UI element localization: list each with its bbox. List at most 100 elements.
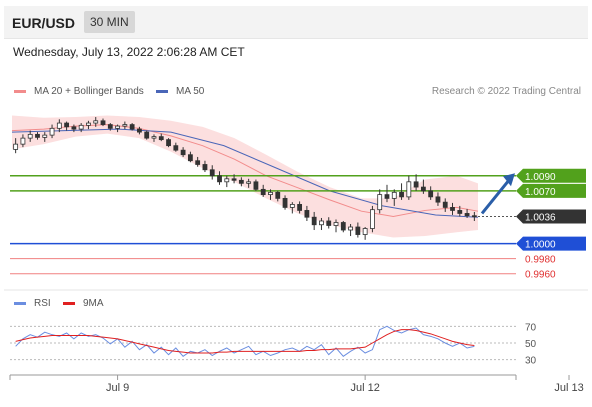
candle xyxy=(406,181,412,198)
candle xyxy=(122,124,128,127)
candle xyxy=(173,145,179,151)
candle xyxy=(224,178,230,183)
candle xyxy=(355,226,361,235)
candle xyxy=(420,186,426,192)
candle xyxy=(333,222,339,226)
legend-ma50-label: MA 50 xyxy=(176,86,205,97)
level-label-1.0090: 1.0090 xyxy=(525,172,556,183)
candle xyxy=(326,220,332,226)
candle xyxy=(180,149,186,156)
candle xyxy=(246,181,252,184)
candle xyxy=(202,164,208,171)
legend-rsi-label: RSI xyxy=(34,298,51,309)
candle xyxy=(71,126,77,130)
symbol-label: EUR/USD xyxy=(12,15,76,31)
candle xyxy=(151,136,157,139)
candle xyxy=(129,124,135,130)
candle xyxy=(268,191,273,196)
candle xyxy=(144,131,150,139)
rsi-tick-70: 70 xyxy=(525,322,537,333)
candle xyxy=(115,125,120,129)
candle xyxy=(42,134,48,138)
credit-text: Research © 2022 Trading Central xyxy=(432,86,581,97)
candle xyxy=(275,191,281,199)
level-label-0.9960: 0.9960 xyxy=(525,270,556,281)
legend-9ma-swatch xyxy=(63,302,75,305)
level-tag-1.0090 xyxy=(516,168,586,183)
candle xyxy=(195,160,201,165)
bollinger-band-fill xyxy=(12,115,478,238)
forecast-arrow-head xyxy=(503,173,515,187)
candle xyxy=(27,133,33,139)
time-tick-label: Jul 12 xyxy=(350,382,379,394)
candle xyxy=(464,213,470,217)
candle xyxy=(56,122,62,129)
rsi-9ma-line xyxy=(15,329,475,354)
candle xyxy=(86,122,91,126)
candle xyxy=(260,188,266,196)
candle xyxy=(217,175,222,183)
legend-9ma-label: 9MA xyxy=(83,298,104,309)
timeframe-button[interactable]: 30 MIN xyxy=(84,11,135,33)
candle xyxy=(377,194,383,211)
candle xyxy=(64,122,70,128)
legend-rsi-swatch xyxy=(14,302,26,305)
candle xyxy=(370,209,375,229)
candle xyxy=(435,196,441,203)
candle xyxy=(93,120,99,124)
rsi-tick-30: 30 xyxy=(525,356,537,367)
legend-ma50-swatch xyxy=(156,90,168,93)
candle xyxy=(107,124,113,129)
candle xyxy=(384,194,390,199)
ma50-line xyxy=(11,128,479,218)
candle xyxy=(289,204,295,208)
level-tag-1.0070 xyxy=(516,183,586,198)
time-tick-label: Jul 9 xyxy=(106,382,129,394)
candle xyxy=(399,191,404,198)
candle xyxy=(297,204,303,211)
candle xyxy=(35,133,40,138)
candle xyxy=(100,120,106,125)
rsi-tick-50: 50 xyxy=(525,339,537,350)
candle xyxy=(137,128,142,133)
candle xyxy=(450,207,455,211)
candle xyxy=(362,228,368,235)
level-label-0.9980: 0.9980 xyxy=(525,255,556,266)
candle xyxy=(282,197,288,208)
candle xyxy=(166,139,171,147)
forecast-arrow-shaft xyxy=(480,180,510,215)
candle xyxy=(78,124,84,130)
candle xyxy=(231,178,237,181)
level-label-1.0036: 1.0036 xyxy=(525,212,556,223)
level-label-1.0000: 1.0000 xyxy=(525,240,556,251)
time-tick-label: Jul 13 xyxy=(554,382,583,394)
candle xyxy=(20,137,26,145)
candle xyxy=(348,226,353,231)
candle xyxy=(13,143,19,150)
candle xyxy=(471,215,477,218)
legend-ma20-swatch xyxy=(14,90,26,93)
candle xyxy=(311,216,317,226)
level-tag-1.0000 xyxy=(516,236,586,251)
candle xyxy=(319,220,324,226)
level-tag-1.0036 xyxy=(516,209,586,224)
level-label-1.0070: 1.0070 xyxy=(525,187,556,198)
candle xyxy=(304,210,310,218)
candle xyxy=(391,191,397,199)
candle xyxy=(253,181,259,190)
candle xyxy=(442,201,448,208)
candle xyxy=(457,210,463,214)
candle xyxy=(187,154,193,162)
candle xyxy=(158,136,164,141)
timestamp-text: Wednesday, July 13, 2022 2:06:28 AM CET xyxy=(13,45,245,59)
ma20-line xyxy=(11,124,479,217)
legend-ma20-label: MA 20 + Bollinger Bands xyxy=(34,86,144,97)
candle xyxy=(238,179,244,184)
candle xyxy=(413,181,419,188)
candle xyxy=(428,190,434,198)
chart-header: EUR/USD 30 MIN xyxy=(4,6,588,39)
candle xyxy=(340,222,346,231)
candle xyxy=(49,127,55,136)
